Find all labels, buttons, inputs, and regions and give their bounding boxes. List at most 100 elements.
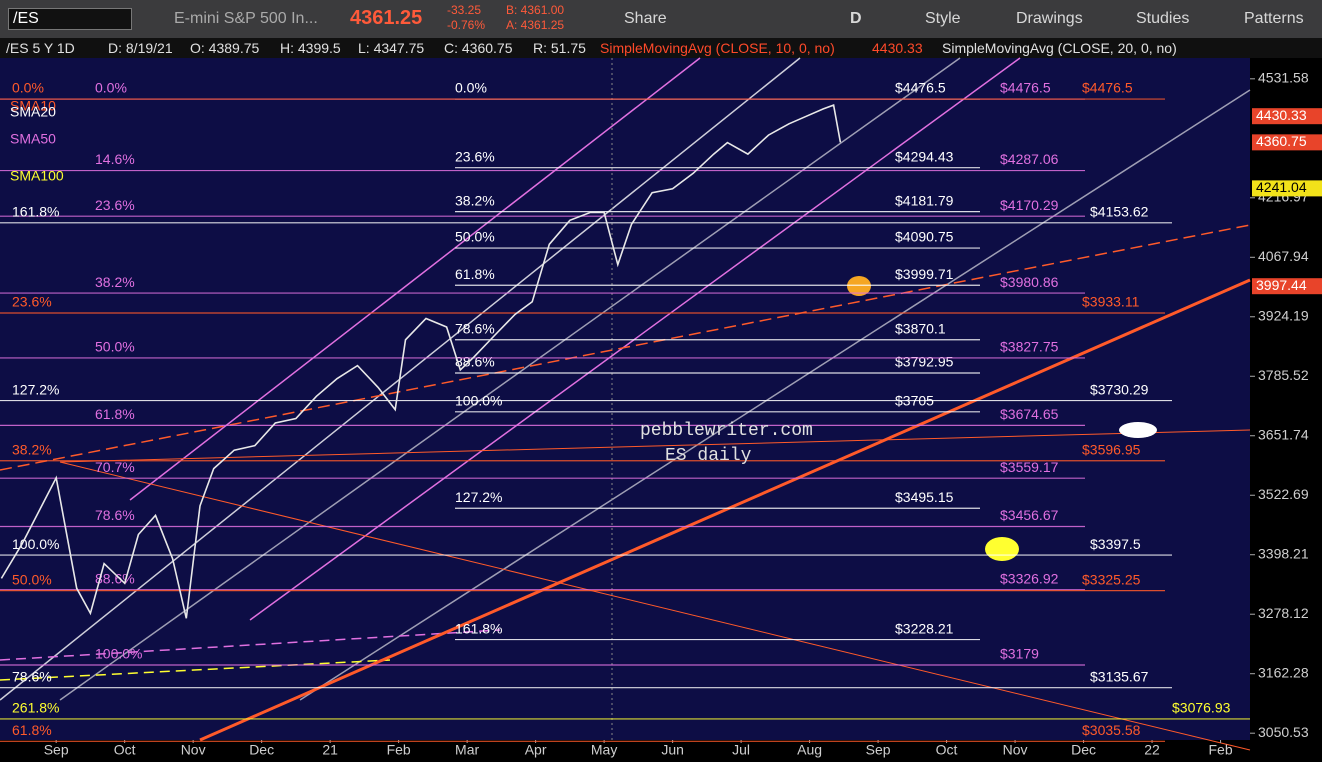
y-tick-label: 3785.52 xyxy=(1258,367,1309,383)
info-open: O: 4389.75 xyxy=(190,40,260,56)
fib-ratio: 70.7% xyxy=(95,459,135,475)
fib-price: $4090.75 xyxy=(895,229,954,245)
toolbar: /ES E-mini S&P 500 In... 4361.25 -33.25 … xyxy=(0,0,1322,38)
y-tick-label: 3398.21 xyxy=(1258,545,1309,561)
fib-price: $3456.67 xyxy=(1000,507,1059,523)
fib-ratio: 261.8% xyxy=(12,700,59,716)
fib-ratio: 78.6% xyxy=(455,320,495,336)
x-tick-label: 22 xyxy=(1144,742,1160,758)
price-line xyxy=(0,104,842,619)
fib-price: $3980.86 xyxy=(1000,274,1059,290)
fib-price: $3076.93 xyxy=(1172,700,1231,716)
price-badge-label: 4430.33 xyxy=(1256,107,1307,123)
fib-price: $4476.5 xyxy=(1082,80,1133,96)
fib-ratio: 61.8% xyxy=(455,266,495,282)
study-2: SimpleMovingAvg (CLOSE, 20, 0, no) xyxy=(942,40,1177,56)
symbol-box[interactable]: /ES xyxy=(8,8,132,30)
fib-ratio: 14.6% xyxy=(95,151,135,167)
fib-ratio: 38.2% xyxy=(12,441,52,457)
x-tick-label: Nov xyxy=(1003,742,1028,758)
description: E-mini S&P 500 In... xyxy=(174,10,318,27)
x-tick-label: Nov xyxy=(181,742,206,758)
x-tick-label: Apr xyxy=(525,742,547,758)
fib-price: $3674.65 xyxy=(1000,406,1059,422)
fib-ratio: 38.2% xyxy=(95,274,135,290)
x-tick-label: Dec xyxy=(1071,742,1096,758)
fib-ratio: 161.8% xyxy=(12,204,59,220)
time-axis-bg xyxy=(0,740,1250,762)
fib-price: $4294.43 xyxy=(895,148,954,164)
info-close: C: 4360.75 xyxy=(444,40,513,56)
fib-price: $3827.75 xyxy=(1000,339,1059,355)
price-axis-bg xyxy=(1250,58,1322,762)
share-button[interactable]: Share xyxy=(624,10,667,27)
trend-drawings xyxy=(0,57,1251,751)
change-pct: -0.76% xyxy=(447,18,486,32)
bid: B: 4361.00 xyxy=(506,3,565,17)
fib-price: $3228.21 xyxy=(895,620,954,636)
fib-price: $3397.5 xyxy=(1090,536,1141,552)
fib-ratio: 0.0% xyxy=(95,80,127,96)
x-tick-label: Jul xyxy=(732,742,750,758)
fib-ratio: 23.6% xyxy=(95,197,135,213)
x-tick-label: Sep xyxy=(866,742,891,758)
study-label: SMA100 xyxy=(10,168,64,184)
fib-price: $3596.95 xyxy=(1082,441,1141,457)
fib-price: $3730.29 xyxy=(1090,381,1149,397)
annotation: ES daily xyxy=(665,446,752,466)
fib-ratio: 50.0% xyxy=(95,339,135,355)
fib-price: $3999.71 xyxy=(895,266,954,282)
price-badge xyxy=(1252,180,1322,197)
fib-ratio: 61.8% xyxy=(12,722,52,738)
info-bar: /ES 5 Y 1D D: 8/19/21 O: 4389.75 H: 4399… xyxy=(0,38,1322,58)
fib-ratio: 161.8% xyxy=(455,620,502,636)
x-tick-label: Mar xyxy=(455,742,479,758)
price-badge-label: 4241.04 xyxy=(1256,179,1307,195)
annotation: pebblewriter.com xyxy=(640,421,813,441)
study-label: SMA50 xyxy=(10,131,56,147)
fib-ratio: 23.6% xyxy=(12,294,52,310)
fib-price: $4476.5 xyxy=(895,80,946,96)
patterns-button[interactable]: Patterns xyxy=(1244,10,1304,27)
x-tick-label: Feb xyxy=(1208,742,1232,758)
price-badge xyxy=(1252,134,1322,151)
fib-ratio: 61.8% xyxy=(95,406,135,422)
x-tick-label: 21 xyxy=(322,742,338,758)
fib-ratio: 50.0% xyxy=(12,571,52,587)
study-1-value: 4430.33 xyxy=(872,40,923,56)
studies-button[interactable]: Studies xyxy=(1136,10,1190,27)
fib-price: $4287.06 xyxy=(1000,151,1059,167)
info-high: H: 4399.5 xyxy=(280,40,341,56)
fib-ratio: 0.0% xyxy=(455,80,487,96)
fib-price: $4181.79 xyxy=(895,192,954,208)
fib-price: $3179 xyxy=(1000,646,1039,662)
y-tick-label: 3924.19 xyxy=(1258,307,1309,323)
fib-price: $3559.17 xyxy=(1000,459,1059,475)
fib-price: $3035.58 xyxy=(1082,722,1141,738)
y-tick-label: 4531.58 xyxy=(1258,70,1309,86)
fib-ratio: 127.2% xyxy=(455,489,502,505)
fib-price: $4476.5 xyxy=(1000,80,1051,96)
x-tick-label: Feb xyxy=(387,742,411,758)
fib-ratio: 50.0% xyxy=(455,229,495,245)
fib-price: $3326.92 xyxy=(1000,570,1059,586)
last-price: 4361.25 xyxy=(350,7,423,29)
fib-price: $3325.25 xyxy=(1082,571,1141,587)
drawings-button[interactable]: Drawings xyxy=(1016,10,1083,27)
study-label: SMA20 xyxy=(10,104,56,120)
fib-price: $3135.67 xyxy=(1090,668,1149,684)
study-label: SMA10 xyxy=(10,98,56,114)
info-low: L: 4347.75 xyxy=(358,40,425,56)
y-tick-label: 3278.12 xyxy=(1258,605,1309,621)
x-tick-label: Dec xyxy=(249,742,274,758)
period-button[interactable]: D xyxy=(850,10,862,27)
fib-ratio: 23.6% xyxy=(455,148,495,164)
price-badge xyxy=(1252,108,1322,125)
study-1: SimpleMovingAvg (CLOSE, 10, 0, no) xyxy=(600,40,835,56)
x-tick-label: Jun xyxy=(661,742,684,758)
style-button[interactable]: Style xyxy=(925,10,961,27)
y-tick-label: 4067.94 xyxy=(1258,248,1309,264)
price-badge xyxy=(1252,278,1322,295)
fib-ratio: 0.0% xyxy=(12,80,44,96)
y-tick-label: 3522.69 xyxy=(1258,486,1309,502)
